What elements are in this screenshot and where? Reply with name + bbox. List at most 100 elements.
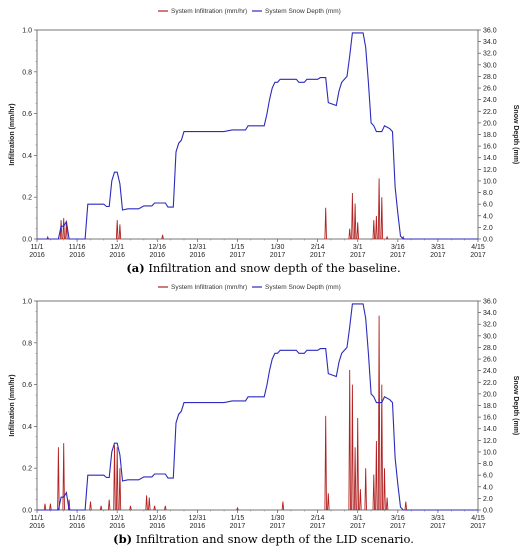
x-tick-year: 2017 [270, 252, 286, 259]
x-tick-year: 2017 [470, 523, 486, 530]
y-right-tick-label: 34.0 [483, 39, 497, 46]
caption-tag: (b) [113, 532, 132, 546]
x-tick-label: 3/16 [391, 515, 405, 522]
y-right-tick-label: 18.0 [483, 132, 497, 139]
x-tick-label: 12/31 [189, 244, 207, 251]
x-tick-label: 4/15 [471, 515, 485, 522]
x-tick-year: 2017 [470, 252, 486, 259]
legend-label: System Infiltration (mm/hr) [171, 8, 247, 15]
caption: (b) Infiltration and snow depth of the L… [113, 532, 414, 546]
y-right-tick-label: 4.0 [483, 213, 493, 220]
y-right-tick-label: 18.0 [483, 403, 497, 410]
x-tick-label: 3/16 [391, 244, 405, 251]
series-infiltration [46, 178, 405, 240]
y-right-tick-label: 32.0 [483, 51, 497, 58]
y-right-tick-label: 8.0 [483, 190, 493, 197]
x-tick-label: 1/30 [271, 244, 285, 251]
caption-text: Infiltration and snow depth of the basel… [145, 261, 401, 275]
y-right-tick-label: 30.0 [483, 62, 497, 69]
x-tick-year: 2017 [350, 523, 366, 530]
x-tick-year: 2017 [310, 252, 326, 259]
y-right-tick-label: 34.0 [483, 310, 497, 317]
x-tick-year: 2016 [149, 523, 165, 530]
x-tick-label: 2/14 [311, 244, 325, 251]
x-tick-year: 2016 [109, 252, 125, 259]
y-right-tick-label: 36.0 [483, 299, 497, 306]
y-right-tick-label: 8.0 [483, 461, 493, 468]
x-tick-label: 3/31 [431, 515, 445, 522]
x-tick-label: 1/15 [231, 515, 245, 522]
plot-area [36, 29, 479, 240]
caption-tag: (a) [126, 261, 144, 275]
y-right-tick-label: 24.0 [483, 97, 497, 104]
x-tick-label: 3/1 [353, 515, 363, 522]
x-tick-label: 12/16 [149, 515, 167, 522]
x-tick-label: 4/15 [471, 244, 485, 251]
y-right-tick-label: 36.0 [483, 28, 497, 35]
x-tick-year: 2017 [270, 523, 286, 530]
y-right-tick-label: 24.0 [483, 368, 497, 375]
y-right-tick-label: 28.0 [483, 74, 497, 81]
x-tick-label: 1/15 [231, 244, 245, 251]
x-tick-year: 2016 [149, 252, 165, 259]
x-tick-year: 2016 [190, 252, 206, 259]
x-tick-year: 2017 [390, 523, 406, 530]
x-tick-year: 2017 [390, 252, 406, 259]
legend-label: System Snow Depth (mm) [265, 8, 341, 15]
y-right-tick-label: 12.0 [483, 438, 497, 445]
y-right-tick-label: 0.0 [483, 508, 493, 515]
y-left-tick-label: 1.0 [22, 299, 32, 306]
x-tick-label: 12/1 [110, 515, 124, 522]
chart-a: 0.0 0.2 0.4 0.6 0.8 1.0 0.0 2.0 4.0 6.0 8.0 10.0 12.… [9, 8, 519, 275]
plot-area [36, 300, 479, 511]
y-left-tick-label: 0.6 [22, 111, 32, 118]
y-left-tick-label: 0.0 [22, 237, 32, 244]
y-right-axis-label: Snow Depth (mm) [512, 376, 519, 436]
legend-label: System Infiltration (mm/hr) [171, 284, 247, 291]
y-right-tick-label: 2.0 [483, 225, 493, 232]
legend-label: System Snow Depth (mm) [265, 284, 341, 291]
y-left-tick-label: 0.6 [22, 382, 32, 389]
x-tick-year: 2016 [29, 252, 45, 259]
x-tick-label: 3/31 [431, 244, 445, 251]
caption: (a) Infiltration and snow depth of the b… [126, 261, 400, 275]
y-left-tick-label: 0.2 [22, 195, 32, 202]
y-left-tick-label: 0.4 [22, 153, 32, 160]
y-right-tick-label: 22.0 [483, 109, 497, 116]
y-right-tick-label: 4.0 [483, 484, 493, 491]
y-right-tick-label: 10.0 [483, 178, 497, 185]
x-tick-year: 2017 [350, 252, 366, 259]
series-snow-depth [37, 32, 478, 240]
x-tick-label: 1/30 [271, 515, 285, 522]
y-right-tick-label: 22.0 [483, 380, 497, 387]
y-right-tick-label: 20.0 [483, 391, 497, 398]
chart-b: 0.0 0.2 0.4 0.6 0.8 1.0 0.0 2.0 4.0 6.0 8.0 10.0 12.… [9, 284, 519, 546]
x-tick-year: 2016 [69, 523, 85, 530]
x-tick-label: 11/1 [30, 244, 43, 251]
y-left-axis-label: Infiltration (mm/hr) [9, 103, 16, 165]
y-right-tick-label: 6.0 [483, 473, 493, 480]
y-left-tick-label: 0.4 [22, 424, 32, 431]
y-right-tick-label: 28.0 [483, 345, 497, 352]
y-left-axis-label: Infiltration (mm/hr) [9, 374, 16, 436]
y-left-tick-label: 0.0 [22, 508, 32, 515]
series-infiltration [43, 315, 408, 511]
x-tick-year: 2017 [430, 523, 446, 530]
x-tick-label: 11/1 [30, 515, 43, 522]
y-right-tick-label: 0.0 [483, 237, 493, 244]
x-tick-label: 11/16 [69, 515, 86, 522]
y-right-tick-label: 20.0 [483, 120, 497, 127]
y-right-tick-label: 14.0 [483, 426, 497, 433]
y-right-tick-label: 30.0 [483, 333, 497, 340]
x-tick-year: 2017 [310, 523, 326, 530]
y-left-tick-label: 1.0 [22, 28, 32, 35]
x-tick-label: 2/14 [311, 515, 325, 522]
y-right-tick-label: 6.0 [483, 202, 493, 209]
x-tick-label: 3/1 [353, 244, 363, 251]
y-right-tick-label: 16.0 [483, 144, 497, 151]
x-tick-label: 12/31 [189, 515, 207, 522]
x-tick-year: 2016 [190, 523, 206, 530]
x-tick-label: 12/16 [149, 244, 167, 251]
x-tick-label: 11/16 [69, 244, 86, 251]
